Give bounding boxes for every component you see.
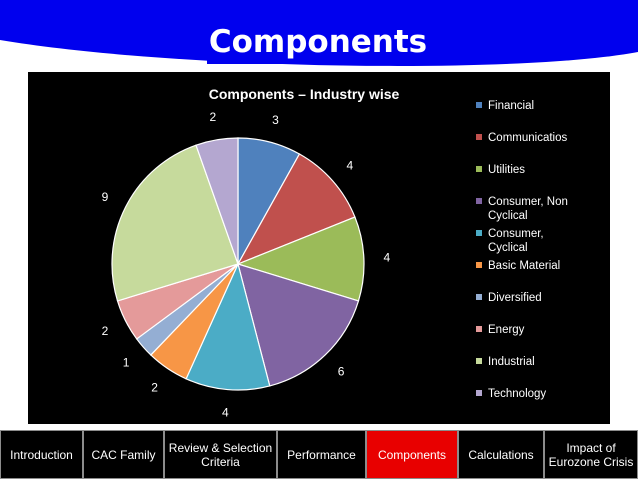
pie-slice-consumer-non-cyclical bbox=[237, 263, 360, 387]
nav-performance[interactable]: Performance bbox=[277, 430, 366, 479]
legend-label-technology: Technology bbox=[488, 388, 546, 400]
legend-label-financial: Financial bbox=[488, 100, 534, 112]
nav-cac-family[interactable]: CAC Family bbox=[83, 430, 164, 479]
legend-swatch-consumer-non-cyclical bbox=[476, 198, 482, 204]
legend-swatch-communicatios bbox=[476, 134, 482, 140]
pie-slice-technology bbox=[195, 137, 239, 265]
nav-introduction[interactable]: Introduction bbox=[0, 430, 83, 479]
chart-title: Components – Industry wise bbox=[209, 86, 400, 102]
legend-swatch-industrial bbox=[476, 358, 482, 364]
legend-swatch-consumer-cyclical bbox=[476, 230, 482, 236]
legend-swatch-financial bbox=[476, 102, 482, 108]
legend-label-communicatios: Communicatios bbox=[488, 132, 567, 144]
pie-slice-consumer-cyclical bbox=[185, 262, 271, 391]
data-label-basic-material: 2 bbox=[151, 380, 158, 394]
legend-label-diversified: Diversified bbox=[488, 292, 542, 304]
data-label-technology: 2 bbox=[209, 110, 216, 124]
legend-label-utilities: Utilities bbox=[488, 164, 525, 176]
legend-swatch-basic-material bbox=[476, 262, 482, 268]
legend-swatch-technology bbox=[476, 390, 482, 396]
bottom-nav: Introduction CAC Family Review & Selecti… bbox=[0, 430, 638, 479]
legend-swatch-utilities bbox=[476, 166, 482, 172]
legend-label-industrial: Industrial bbox=[488, 356, 535, 368]
pie-chart: Components – Industry wise 3 4 4 6 4 2 1 2 9 2 Fina… bbox=[28, 72, 610, 424]
legend-label-consumer-non-cyclical: Consumer, Non Cyclical bbox=[488, 196, 568, 222]
slide-banner: Components bbox=[0, 0, 638, 68]
data-label-industrial: 9 bbox=[102, 190, 109, 204]
legend-label-energy: Energy bbox=[488, 324, 525, 336]
legend-swatch-energy bbox=[476, 326, 482, 332]
legend-label-consumer-cyclical: Consumer, Cyclical bbox=[488, 228, 544, 254]
legend-label-basic-material: Basic Material bbox=[488, 260, 560, 272]
pie-slice-communicatios bbox=[236, 153, 356, 266]
data-label-financial: 3 bbox=[272, 113, 279, 127]
data-label-consumer-cyclical: 4 bbox=[222, 406, 229, 420]
data-label-energy: 2 bbox=[102, 324, 109, 338]
pie-chart-svg: Components – Industry wise 3 4 4 6 4 2 1 2 9 2 Fina… bbox=[102, 86, 568, 420]
slide-title: Components bbox=[207, 20, 429, 64]
data-label-consumer-non-cyclical: 6 bbox=[338, 365, 345, 379]
data-label-communicatios: 4 bbox=[347, 159, 354, 173]
data-label-utilities: 4 bbox=[384, 251, 391, 265]
legend-swatch-diversified bbox=[476, 294, 482, 300]
nav-components[interactable]: Components bbox=[366, 430, 458, 479]
nav-impact-of-eurozone-crisis[interactable]: Impact of Eurozone Crisis bbox=[544, 430, 638, 479]
pie-slice-utilities bbox=[236, 216, 365, 302]
pie-slice-industrial bbox=[111, 144, 239, 302]
nav-calculations[interactable]: Calculations bbox=[458, 430, 544, 479]
data-label-diversified: 1 bbox=[123, 355, 130, 369]
nav-review-selection-criteria[interactable]: Review & Selection Criteria bbox=[164, 430, 277, 479]
